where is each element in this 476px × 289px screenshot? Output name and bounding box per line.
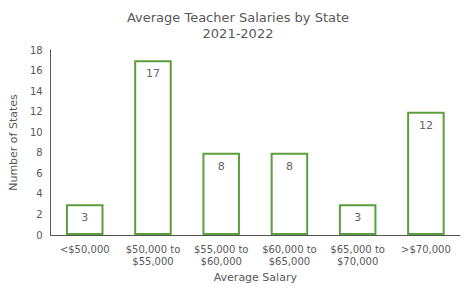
svg-text:$60,000 to: $60,000 to bbox=[262, 244, 317, 255]
svg-text:3: 3 bbox=[81, 211, 88, 224]
svg-text:6: 6 bbox=[36, 168, 42, 179]
svg-text:12: 12 bbox=[30, 106, 43, 117]
svg-text:$55,000: $55,000 bbox=[132, 256, 173, 267]
svg-text:$65,000: $65,000 bbox=[269, 256, 310, 267]
svg-text:8: 8 bbox=[218, 160, 225, 173]
svg-text:0: 0 bbox=[36, 230, 42, 241]
svg-text:$50,000 to: $50,000 to bbox=[126, 244, 181, 255]
svg-text:14: 14 bbox=[30, 86, 43, 97]
svg-text:17: 17 bbox=[146, 67, 160, 80]
svg-text:18: 18 bbox=[30, 45, 43, 56]
svg-text:<$50,000: <$50,000 bbox=[60, 244, 110, 255]
svg-text:4: 4 bbox=[36, 188, 42, 199]
svg-text:>$70,000: >$70,000 bbox=[401, 244, 451, 255]
svg-text:$55,000 to: $55,000 to bbox=[194, 244, 249, 255]
svg-text:2: 2 bbox=[36, 209, 42, 220]
svg-text:8: 8 bbox=[286, 160, 293, 173]
svg-text:$70,000: $70,000 bbox=[337, 256, 378, 267]
svg-text:8: 8 bbox=[36, 147, 42, 158]
svg-text:Number of States: Number of States bbox=[7, 94, 20, 191]
svg-text:16: 16 bbox=[30, 65, 43, 76]
svg-text:Average Salary: Average Salary bbox=[214, 271, 298, 284]
svg-text:10: 10 bbox=[30, 127, 43, 138]
svg-text:12: 12 bbox=[419, 119, 433, 132]
svg-text:3: 3 bbox=[354, 211, 361, 224]
svg-text:$65,000 to: $65,000 to bbox=[330, 244, 385, 255]
svg-text:$60,000: $60,000 bbox=[201, 256, 242, 267]
svg-text:Average Teacher Salaries by St: Average Teacher Salaries by State bbox=[127, 10, 349, 25]
svg-text:2021-2022: 2021-2022 bbox=[203, 26, 274, 41]
